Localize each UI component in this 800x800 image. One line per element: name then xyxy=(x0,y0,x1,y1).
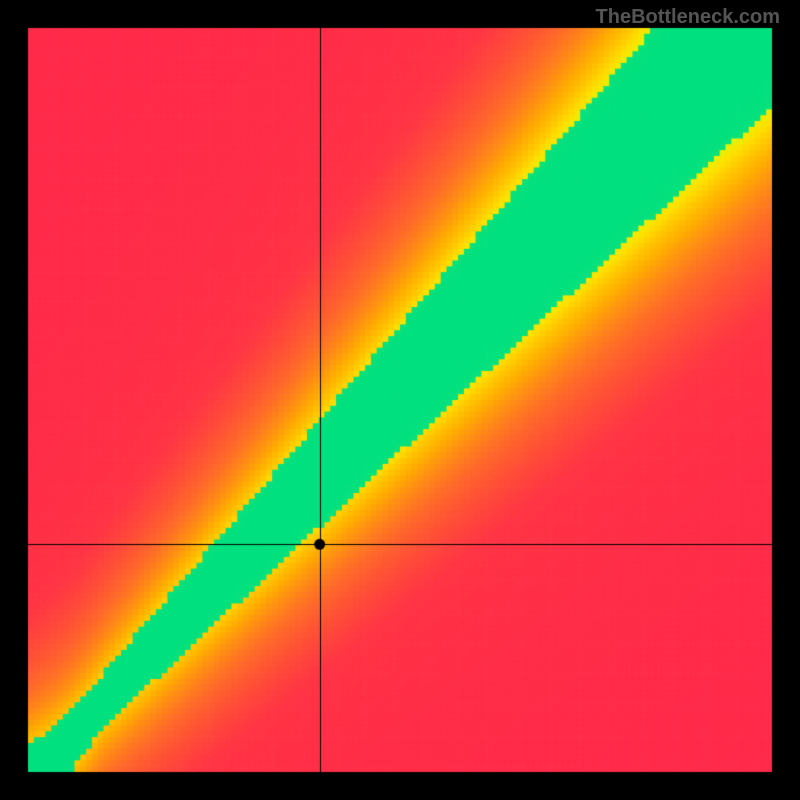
watermark-text: TheBottleneck.com xyxy=(596,6,780,29)
chart-container: TheBottleneck.com xyxy=(0,0,800,800)
bottleneck-heatmap xyxy=(0,0,800,800)
